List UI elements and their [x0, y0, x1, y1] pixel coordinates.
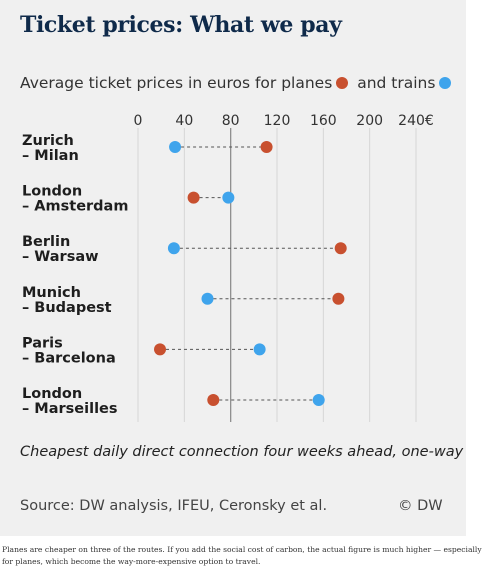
route-label-origin: London	[22, 184, 82, 200]
train-price-dot	[312, 394, 325, 406]
chart-subtitle: Average ticket prices in euros for plane…	[20, 74, 455, 92]
route-label-origin: Paris	[22, 335, 63, 351]
chart-title: Ticket prices: What we pay	[20, 12, 342, 38]
x-tick-label: 160	[310, 113, 337, 129]
legend-plane-marker	[336, 77, 349, 89]
plane-price-dot	[334, 242, 347, 255]
article-caption: Planes are cheaper on three of the route…	[2, 545, 482, 566]
route-label-destination: – Warsaw	[22, 249, 99, 265]
x-tick-label: 40	[175, 113, 193, 129]
route-label-destination: – Barcelona	[22, 350, 116, 366]
x-tick-label: 120	[264, 113, 291, 129]
route-label-destination: – Milan	[22, 148, 79, 164]
plane-price-dot	[332, 292, 345, 305]
route-label-origin: Berlin	[22, 234, 70, 250]
train-price-dot	[253, 343, 266, 356]
plane-price-dot	[187, 191, 200, 204]
train-price-dot	[169, 141, 182, 153]
route-label-destination: – Marseilles	[22, 401, 118, 417]
route-label-destination: – Budapest	[22, 300, 112, 316]
plane-price-dot	[207, 394, 220, 406]
legend-train-marker	[439, 77, 452, 89]
route-label-origin: Munich	[22, 285, 81, 301]
train-price-dot	[167, 242, 180, 255]
x-tick-label: 80	[222, 113, 240, 129]
train-price-dot	[222, 191, 235, 204]
x-tick-label: 0	[134, 113, 143, 129]
subtitle-text-planes: Average ticket prices in euros for plane…	[20, 74, 333, 92]
plane-price-dot	[154, 343, 167, 356]
plane-price-dot	[260, 141, 273, 153]
x-tick-label: 240€	[398, 113, 434, 129]
x-tick-label: 200	[356, 113, 383, 129]
chart-panel: Ticket prices: What we pay Average ticke…	[0, 0, 466, 536]
train-price-dot	[201, 292, 214, 305]
chart-note: Cheapest daily direct connection four we…	[20, 444, 464, 460]
route-label-origin: London	[22, 386, 82, 402]
source-text: Source: DW analysis, IFEU, Ceronsky et a…	[20, 498, 328, 514]
subtitle-text-trains: and trains	[357, 74, 436, 92]
route-label-destination: – Amsterdam	[22, 199, 128, 215]
credit-text: © DW	[398, 498, 443, 514]
route-label-origin: Zurich	[22, 133, 74, 149]
